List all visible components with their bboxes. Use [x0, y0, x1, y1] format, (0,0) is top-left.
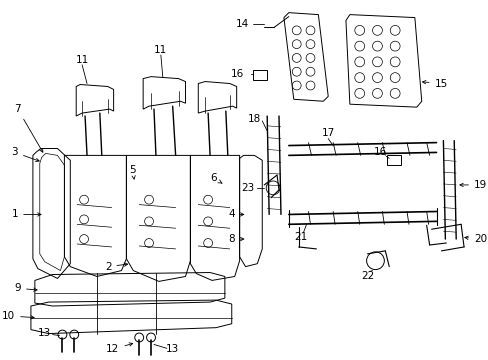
- Text: 7: 7: [15, 104, 43, 152]
- Text: 1: 1: [12, 210, 41, 220]
- Text: 11: 11: [75, 55, 88, 65]
- Text: 20: 20: [464, 234, 486, 244]
- Text: 6: 6: [210, 173, 222, 183]
- Bar: [386, 156, 400, 165]
- Text: 21: 21: [293, 232, 306, 242]
- Text: 15: 15: [422, 78, 447, 89]
- Text: 14: 14: [236, 19, 249, 30]
- Text: 3: 3: [12, 148, 39, 162]
- Text: 22: 22: [360, 271, 373, 282]
- Text: 13: 13: [38, 328, 51, 338]
- Text: 12: 12: [106, 343, 132, 354]
- Bar: [253, 70, 266, 80]
- Text: 2: 2: [104, 262, 127, 272]
- Text: 11: 11: [154, 45, 167, 55]
- Text: 18: 18: [247, 114, 261, 124]
- Text: 5: 5: [129, 165, 136, 179]
- Text: 9: 9: [15, 283, 37, 293]
- Text: 19: 19: [459, 180, 486, 190]
- Text: 10: 10: [2, 311, 34, 321]
- Text: 8: 8: [227, 234, 244, 244]
- Text: 16: 16: [230, 69, 244, 79]
- Text: 4: 4: [227, 210, 244, 220]
- Text: 16: 16: [373, 148, 386, 157]
- Text: 17: 17: [321, 128, 334, 138]
- Text: 13: 13: [166, 344, 179, 354]
- Text: 23: 23: [241, 183, 254, 193]
